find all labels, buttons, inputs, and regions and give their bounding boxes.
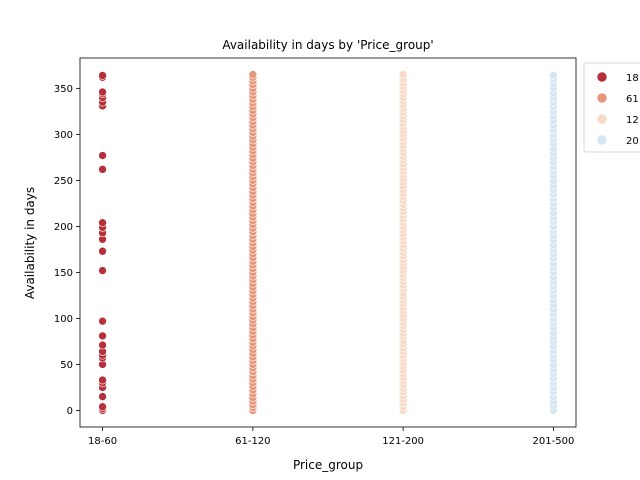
y-tick-label: 200	[54, 222, 73, 233]
scatter-point	[98, 340, 107, 350]
scatter-point	[98, 266, 107, 275]
points-layer	[98, 70, 558, 415]
scatter-point	[98, 71, 107, 80]
x-axis-label: Price_group	[293, 458, 363, 472]
chart-title: Availability in days by 'Price_group'	[222, 38, 433, 52]
scatter-point	[549, 71, 558, 80]
scatter-point	[98, 392, 107, 401]
y-tick-label: 0	[67, 406, 73, 417]
legend-label: 20	[626, 136, 639, 147]
legend-frame	[583, 62, 640, 153]
y-axis-label: Availability in days	[23, 187, 37, 299]
legend-marker	[596, 134, 608, 146]
scatter-point	[98, 402, 107, 412]
legend-marker	[596, 71, 608, 83]
scatter-point	[98, 218, 107, 228]
plot-frame	[79, 57, 577, 428]
legend-label: 61	[626, 94, 639, 105]
y-tick-label: 350	[54, 84, 73, 95]
scatter-point	[98, 151, 107, 160]
y-tick-label: 150	[54, 268, 73, 279]
legend-label: 18	[626, 73, 639, 84]
legend: 18 61 12 20	[583, 62, 640, 153]
scatter-point	[98, 375, 107, 385]
scatter-point	[398, 70, 408, 79]
y-tick-label: 100	[54, 314, 73, 325]
scatter-point	[248, 70, 258, 79]
legend-marker	[596, 92, 608, 104]
y-tick-label: 50	[60, 360, 73, 371]
legend-label: 12	[626, 115, 639, 126]
scatter-point	[98, 316, 107, 326]
x-tick-label: 18-60	[88, 436, 117, 447]
x-tick-label: 121-200	[382, 436, 424, 447]
scatter-point	[98, 331, 107, 341]
scatter-point	[98, 165, 107, 174]
scatter-point	[98, 246, 107, 256]
y-tick-label: 300	[54, 130, 73, 141]
x-tick-label: 201-500	[533, 436, 575, 447]
y-tick-label: 250	[54, 176, 73, 187]
x-axis-ticks: 18-60 61-120 121-200 201-500	[88, 427, 574, 447]
scatter-point	[98, 87, 107, 97]
y-axis-ticks: 0 50 100 150 200 250 300 350	[54, 84, 80, 417]
legend-marker	[596, 113, 608, 125]
x-tick-label: 61-120	[235, 436, 270, 447]
